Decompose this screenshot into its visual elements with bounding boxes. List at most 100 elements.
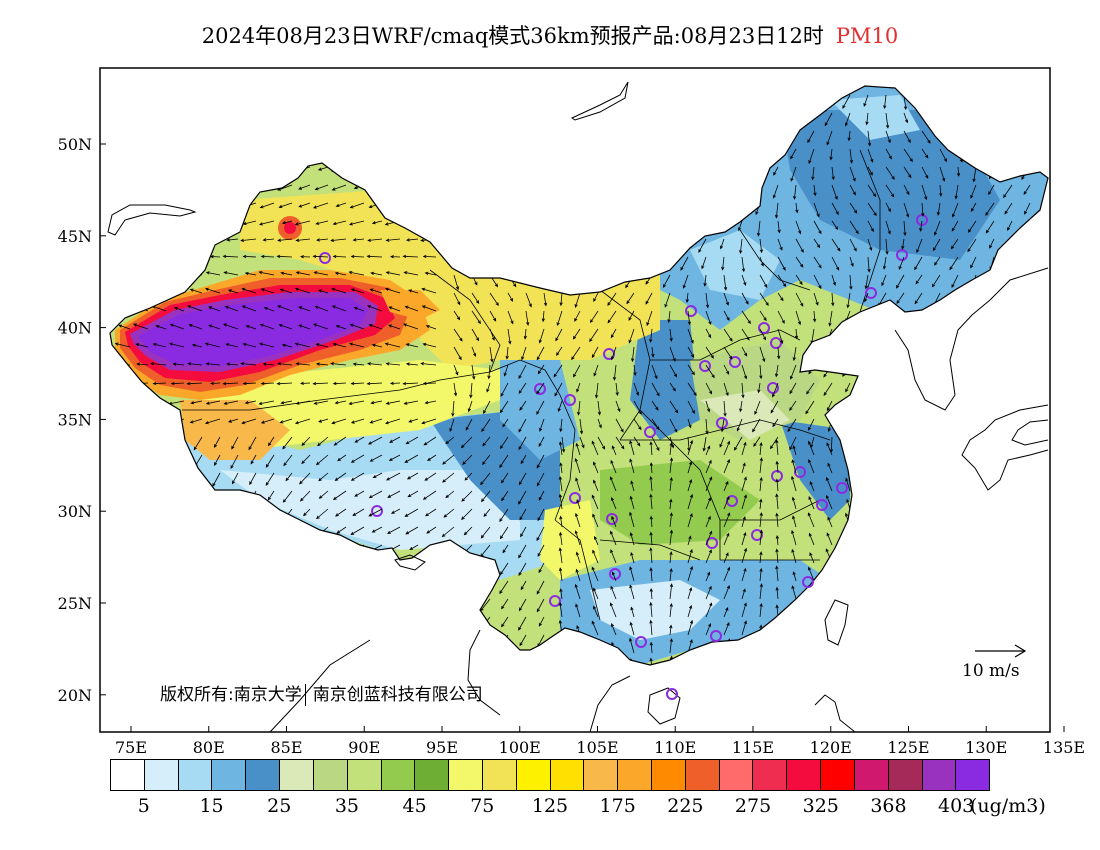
wind-arrow <box>687 493 694 510</box>
wind-arrow <box>449 418 455 432</box>
wind-arrow <box>669 567 673 582</box>
wind-arrow <box>404 508 419 517</box>
wind-arrow <box>282 436 293 450</box>
wind-arrow <box>794 328 799 340</box>
wind-arrow <box>846 498 851 510</box>
wind-arrow <box>575 512 581 528</box>
wind-arrow <box>538 490 545 501</box>
wind-arrow <box>669 638 673 654</box>
wind-arrow <box>649 441 653 456</box>
legend-swatch <box>347 760 382 790</box>
wind-arrow <box>812 310 817 323</box>
wind-arrow <box>687 565 694 582</box>
wind-arrow <box>824 112 833 127</box>
wind-arrow <box>405 343 419 348</box>
wind-arrow <box>669 529 674 546</box>
wind-arrow <box>276 381 293 386</box>
wind-arrow <box>314 184 329 191</box>
wind-arrow <box>559 418 563 433</box>
wind-arrow <box>629 566 635 582</box>
wind-arrow <box>385 362 401 366</box>
wind-arrow <box>502 418 509 428</box>
map-frame <box>99 67 1051 733</box>
color-legend-unit: (ug/m3) <box>970 795 1046 817</box>
wind-arrow <box>612 364 617 381</box>
wind-arrow <box>315 508 329 520</box>
wind-arrow <box>903 220 907 237</box>
wind-arrow <box>682 274 689 289</box>
lon-tick-label: 120E <box>810 738 852 757</box>
wind-arrow <box>299 490 311 502</box>
wind-arrow <box>723 552 729 564</box>
legend-swatch <box>584 760 619 790</box>
wind-arrow <box>554 382 563 397</box>
wind-arrow <box>337 454 347 462</box>
wind-arrow <box>813 184 817 197</box>
wind-arrow <box>790 166 797 182</box>
wind-arrow <box>226 362 239 366</box>
wind-arrow <box>701 256 707 270</box>
wind-arrow <box>811 166 815 181</box>
wind-arrow <box>687 604 693 618</box>
wind-arrow <box>631 346 635 363</box>
wind-arrow <box>651 346 655 358</box>
wind-arrow <box>354 490 365 497</box>
copyright-right: 南京创蓝科技有限公司 <box>312 685 483 705</box>
wind-arrow <box>687 418 692 429</box>
wind-arrow <box>831 220 839 231</box>
legend-swatch <box>482 760 517 790</box>
wind-arrow <box>299 472 311 485</box>
wind-arrow <box>629 440 635 456</box>
wind-arrow <box>687 328 694 344</box>
wind-arrow <box>669 624 673 636</box>
wind-arrow <box>864 292 869 303</box>
wind-arrow <box>723 328 733 342</box>
wind-arrow <box>610 496 617 510</box>
wind-arrow <box>719 238 725 250</box>
wind-arrow <box>294 342 311 348</box>
wind-arrow <box>489 328 495 341</box>
wind-arrow <box>348 270 365 276</box>
wind-arrow <box>705 364 715 379</box>
wind-arrow <box>723 584 730 600</box>
wind-arrow <box>172 362 185 366</box>
wind-arrow <box>169 342 185 348</box>
wind-arrow <box>538 616 545 627</box>
wind-arrow <box>791 585 797 600</box>
wind-arrow <box>318 490 329 499</box>
wind-arrow <box>538 328 545 344</box>
wind-arrow <box>559 462 563 474</box>
wind-arrow <box>813 256 822 269</box>
legend-label: 45 <box>402 795 427 817</box>
wind-arrow <box>792 346 797 362</box>
wind-arrow <box>244 400 257 405</box>
wind-arrow <box>318 418 329 423</box>
legend-label: 403 <box>938 795 975 817</box>
wind-arrow <box>849 202 858 214</box>
wind-arrow <box>301 454 311 465</box>
wind-arrow <box>808 458 815 474</box>
wind-arrow <box>739 400 743 413</box>
wind-arrow <box>723 400 727 417</box>
wind-arrow <box>462 454 473 465</box>
legend-swatch <box>854 760 889 790</box>
wind-arrow <box>649 515 653 528</box>
wind-arrow <box>775 512 779 528</box>
wind-arrow <box>132 323 149 330</box>
wind-arrow <box>777 328 784 345</box>
wind-arrow <box>609 602 617 618</box>
wind-arrow <box>759 238 763 254</box>
wind-arrow <box>667 310 671 324</box>
wind-arrow <box>348 400 365 406</box>
province-borders <box>182 149 881 621</box>
wind-arrow <box>809 480 815 492</box>
wind-arrow <box>593 605 599 618</box>
wind-arrow <box>332 220 347 226</box>
wind-arrow <box>628 310 635 321</box>
wind-arrow <box>537 544 545 557</box>
wind-arrow <box>741 567 747 582</box>
wind-arrow <box>294 418 311 425</box>
legend-swatch <box>618 760 652 790</box>
wind-arrow <box>611 571 617 582</box>
wind-arrow <box>226 238 239 242</box>
